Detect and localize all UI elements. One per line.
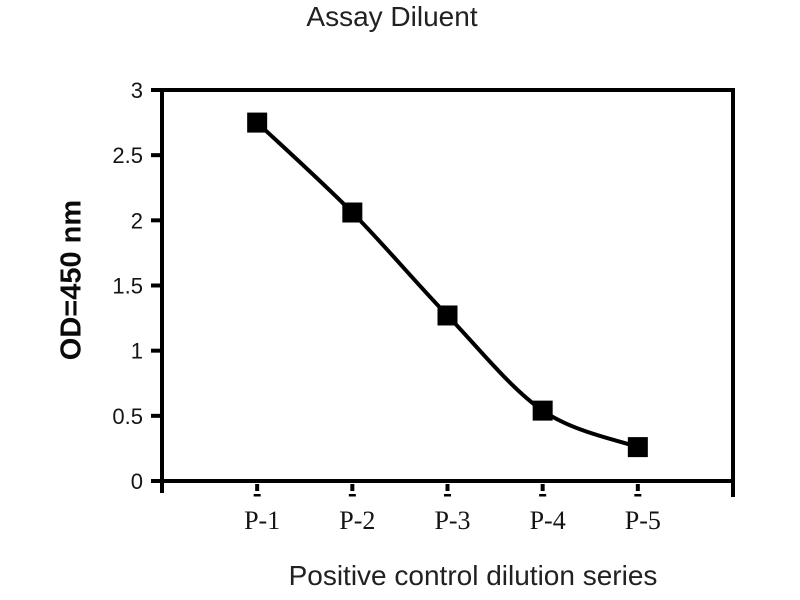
y-tick-label: 0 — [131, 469, 143, 494]
data-point-P-5 — [627, 437, 648, 458]
y-tick-label: 0.5 — [112, 404, 143, 429]
x-axis-tick-dash — [348, 494, 356, 497]
x-axis-tick-dash — [634, 494, 642, 497]
y-tick-label: 2.5 — [112, 143, 143, 168]
data-point-P-1 — [247, 112, 268, 133]
y-tick-label: 3 — [131, 78, 143, 103]
y-tick-label: 2 — [131, 208, 143, 233]
plot-border — [160, 88, 735, 483]
data-point-P-4 — [532, 400, 553, 421]
x-axis-tick-dash — [253, 494, 261, 497]
data-point-P-2 — [342, 202, 363, 223]
data-point-P-3 — [437, 305, 458, 326]
x-tick-label: P-3 — [434, 506, 470, 535]
x-tick-label: P-5 — [625, 506, 661, 535]
y-tick-label: 1.5 — [112, 274, 143, 299]
x-axis-tick-dash — [539, 494, 547, 497]
x-axis-tick-dash — [444, 494, 451, 497]
series-line — [255, 121, 639, 449]
x-tick-label: P-2 — [339, 506, 375, 535]
x-tick-label: P-1 — [244, 506, 280, 535]
y-tick-label: 1 — [131, 339, 143, 364]
x-tick-label: P-4 — [530, 506, 566, 535]
x-axis-title: Positive control dilution series — [288, 560, 658, 591]
chart-title: Assay Diluent — [306, 1, 478, 32]
